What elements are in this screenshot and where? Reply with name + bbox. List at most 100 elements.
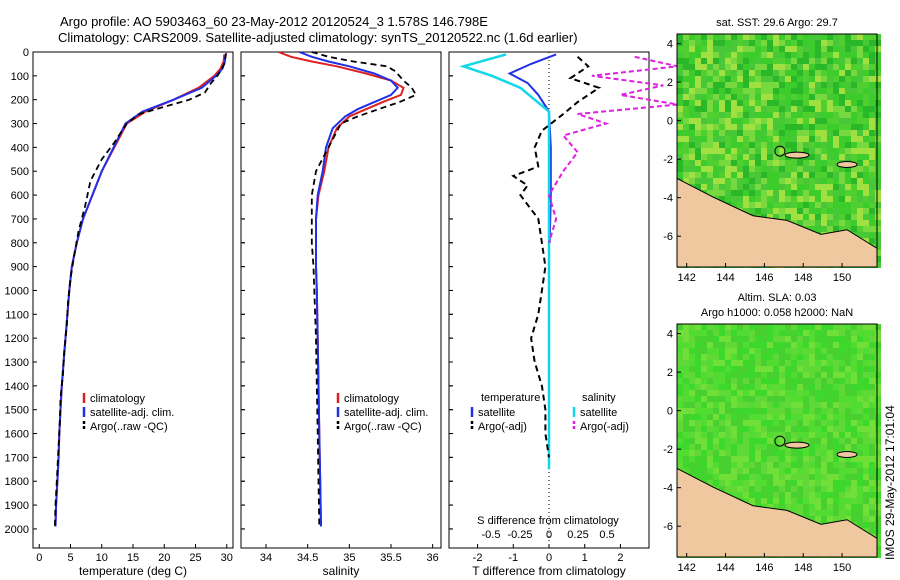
- map-cell: [749, 354, 755, 360]
- map-cell: [875, 46, 881, 52]
- map-cell: [701, 94, 707, 100]
- figure-title-line-1: Argo profile: AO 5903463_60 23-May-2012 …: [60, 14, 488, 29]
- map-cell: [851, 214, 857, 220]
- map-cell: [713, 468, 719, 474]
- map-cell: [791, 172, 797, 178]
- map-cell: [809, 226, 815, 232]
- map-cell: [755, 124, 761, 130]
- map-cell: [731, 34, 737, 40]
- map-cell: [761, 172, 767, 178]
- map-cell: [689, 100, 695, 106]
- map-cell: [773, 486, 779, 492]
- map-cell: [725, 432, 731, 438]
- map-cell: [677, 76, 683, 82]
- map-cell: [713, 336, 719, 342]
- map-cell: [737, 468, 743, 474]
- map-cell: [773, 178, 779, 184]
- map-cell: [743, 468, 749, 474]
- map-cell: [737, 118, 743, 124]
- map-cell: [737, 342, 743, 348]
- map-cell: [743, 124, 749, 130]
- map-cell: [809, 34, 815, 40]
- map-cell: [785, 396, 791, 402]
- map-cell: [695, 94, 701, 100]
- map-cell: [725, 468, 731, 474]
- map-cell: [749, 432, 755, 438]
- map-cell: [689, 462, 695, 468]
- map-cell: [695, 366, 701, 372]
- map-cell: [683, 396, 689, 402]
- map-cell: [779, 52, 785, 58]
- map-cell: [821, 190, 827, 196]
- map-cell: [755, 178, 761, 184]
- map-cell: [707, 106, 713, 112]
- map-cell: [785, 504, 791, 510]
- map-cell: [677, 444, 683, 450]
- map-cell: [809, 178, 815, 184]
- map-cell: [875, 172, 881, 178]
- map-cell: [779, 402, 785, 408]
- map-cell: [743, 40, 749, 46]
- map-cell: [833, 396, 839, 402]
- map-cell: [791, 160, 797, 166]
- map-cell: [731, 330, 737, 336]
- map-cell: [743, 378, 749, 384]
- map-cell: [827, 154, 833, 160]
- map-cell: [731, 462, 737, 468]
- map-cell: [743, 342, 749, 348]
- map-cell: [683, 336, 689, 342]
- map-cell: [731, 172, 737, 178]
- map-cell: [701, 462, 707, 468]
- series-salinity-satellite: [459, 53, 551, 470]
- map-cell: [857, 166, 863, 172]
- map-cell: [797, 52, 803, 58]
- map-cell: [719, 420, 725, 426]
- map-cell: [833, 58, 839, 64]
- map-cell: [701, 336, 707, 342]
- map-cell: [725, 142, 731, 148]
- x-tick-label: 34: [260, 552, 272, 564]
- map-cell: [725, 112, 731, 118]
- map-cell: [677, 142, 683, 148]
- map-cell: [863, 124, 869, 130]
- map-cell: [767, 432, 773, 438]
- map-cell: [839, 178, 845, 184]
- map-cell: [863, 136, 869, 142]
- map-cell: [785, 118, 791, 124]
- map-cell: [767, 390, 773, 396]
- map-cell: [833, 402, 839, 408]
- map-cell: [839, 220, 845, 226]
- map-cell: [707, 420, 713, 426]
- map-cell: [803, 112, 809, 118]
- map-cell: [869, 196, 875, 202]
- map-cell: [725, 366, 731, 372]
- map-cell: [773, 342, 779, 348]
- map-cell: [725, 486, 731, 492]
- map-cell: [851, 172, 857, 178]
- map-cell: [833, 202, 839, 208]
- map-cell: [683, 354, 689, 360]
- map-cell: [791, 414, 797, 420]
- map-cell: [875, 118, 881, 124]
- map-cell: [821, 214, 827, 220]
- map-cell: [869, 172, 875, 178]
- map-cell: [755, 414, 761, 420]
- map-cell: [827, 172, 833, 178]
- map-cell: [731, 82, 737, 88]
- map-cell: [695, 360, 701, 366]
- map-cell: [707, 480, 713, 486]
- map-cell: [755, 390, 761, 396]
- map-cell: [815, 426, 821, 432]
- map-cell: [827, 402, 833, 408]
- x-axis-label: temperature (deg C): [79, 564, 187, 578]
- map-cell: [857, 94, 863, 100]
- map-cell: [827, 384, 833, 390]
- map-cell: [683, 426, 689, 432]
- map-cell: [827, 420, 833, 426]
- map-cell: [845, 112, 851, 118]
- map-cell: [767, 480, 773, 486]
- map-cell: [767, 438, 773, 444]
- map-cell: [851, 178, 857, 184]
- map-cell: [773, 462, 779, 468]
